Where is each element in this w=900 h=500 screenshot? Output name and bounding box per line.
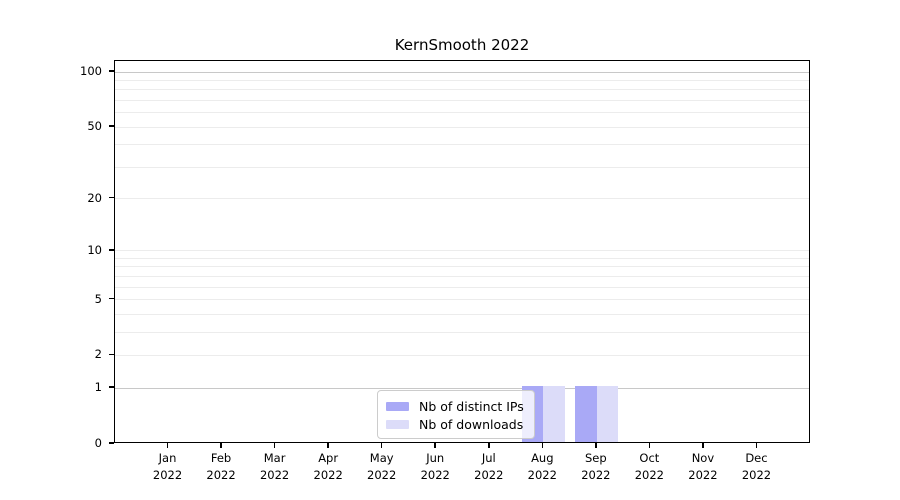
chart-title: KernSmooth 2022 [394,36,530,54]
x-axis-tick [702,443,704,448]
minor-gridline [115,331,809,333]
y-axis-tick-label: 0 [94,436,102,450]
x-axis-tick-label: Oct 2022 [634,451,665,482]
legend-label: Nb of downloads [419,416,524,432]
minor-gridline [115,257,809,259]
x-axis-tick [380,443,383,448]
y-axis-tick-label: 10 [87,242,102,257]
x-axis-tick-label: Apr 2022 [313,451,343,482]
bar-sep-nb-of-downloads [596,386,619,442]
y-axis-tick-label: 20 [87,190,102,205]
y-axis-tick [109,386,114,388]
bar-sep-nb-of-distinct-ips [575,386,597,442]
legend-label: Nb of distinct IPs [419,398,524,414]
x-axis-tick-label: Jul 2022 [474,451,504,482]
x-axis-tick [166,443,169,448]
x-axis-tick [648,443,651,448]
minor-gridline [115,166,809,168]
x-axis-tick-label: Dec 2022 [741,451,772,482]
minor-gridline [115,198,809,200]
y-axis-tick-label: 1 [94,380,102,395]
minor-gridline [115,275,809,277]
x-axis-tick [755,443,758,448]
minor-gridline [115,89,809,91]
minor-gridline [115,299,809,301]
legend-entry-nb-of-downloads: Nb of downloads [386,415,524,433]
y-axis-tick [109,442,114,444]
minor-gridline [115,313,809,315]
x-axis-tick [595,443,597,448]
y-axis-tick [109,297,114,300]
x-axis-tick-label: May 2022 [367,451,397,482]
x-axis-tick [488,443,490,448]
legend-swatch-nb-of-downloads [386,419,409,429]
x-axis-tick [541,443,544,448]
x-axis-tick [273,443,276,448]
x-axis-tick [434,443,436,448]
x-axis-tick-label: Jun 2022 [420,451,450,482]
x-axis-tick-label: Feb 2022 [206,451,236,482]
legend-swatch-nb-of-distinct-ips [386,401,409,411]
legend: Nb of distinct IPs Nb of downloads [377,390,535,439]
y-axis-tick [109,125,114,127]
y-axis-tick-label: 100 [80,64,102,79]
minor-gridline [115,354,809,356]
y-axis-tick [109,70,114,72]
x-axis-tick [220,443,222,448]
x-axis-tick [327,443,329,448]
minor-gridline [115,286,809,288]
minor-gridline [115,144,809,146]
minor-gridline [115,80,809,82]
minor-gridline [115,100,809,102]
legend-entry-nb-of-distinct-ips: Nb of distinct IPs [386,397,524,415]
x-axis-tick-label: Aug 2022 [527,451,557,482]
x-axis-tick-label: Jan 2022 [152,451,183,482]
minor-gridline [115,112,809,114]
y-axis-tick-label: 50 [87,119,102,134]
y-axis-tick [109,353,114,356]
minor-gridline [115,126,809,128]
minor-gridline [115,250,809,252]
y-axis-tick-label: 2 [94,347,102,362]
x-axis-tick-label: Mar 2022 [259,451,290,482]
minor-gridline [115,266,809,268]
major-gridline [115,387,809,389]
y-axis-tick [109,196,114,199]
y-axis-tick [109,249,114,251]
y-axis-tick-label: 5 [94,291,102,306]
x-axis-tick-label: Sep 2022 [581,451,611,482]
bar-aug-nb-of-downloads [543,386,565,442]
plot-area [114,60,810,443]
x-axis-tick-label: Nov 2022 [688,451,718,482]
major-gridline [115,71,809,73]
